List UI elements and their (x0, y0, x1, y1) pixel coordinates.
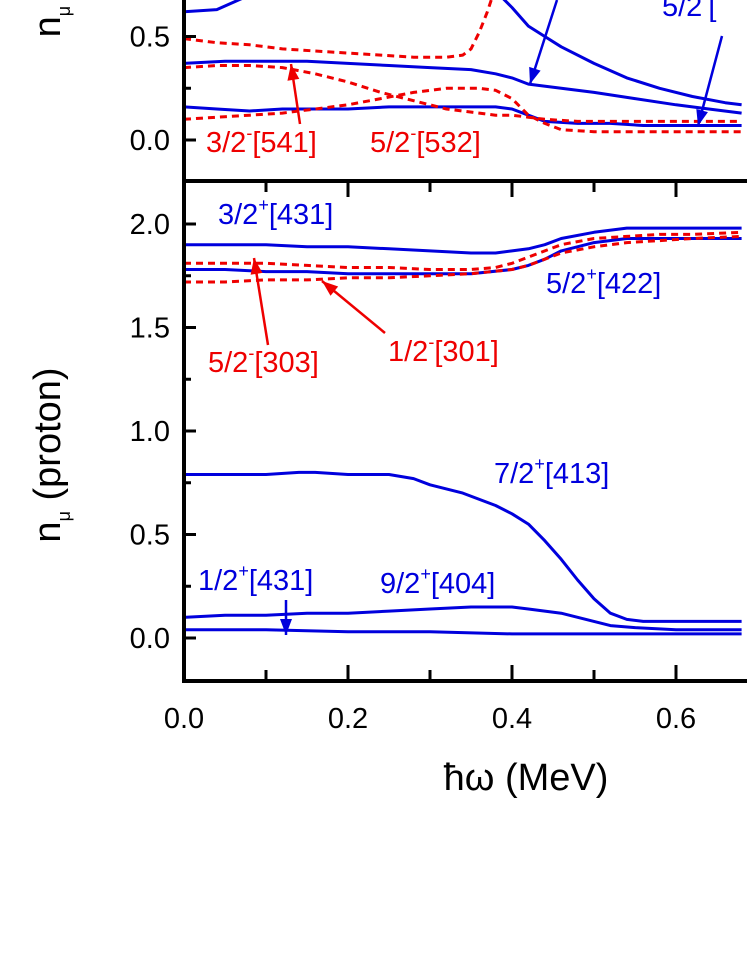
orbital-label-part: [303] (254, 347, 319, 379)
lower-y-tick-label: 0.5 (130, 520, 170, 552)
axis-title-part: μ (54, 511, 74, 521)
upper-solid-series-2 (186, 59, 742, 115)
orbital-label-part: [ (708, 0, 716, 23)
x-tick-label: 0.0 (164, 703, 204, 735)
arrow-head (322, 281, 339, 296)
orbital-label: 5/2+[422] (546, 264, 661, 300)
orbital-label-part: [301] (434, 336, 499, 368)
orbital-label-part: - (702, 0, 708, 7)
orbital-label: 5/2-[ (662, 0, 716, 23)
axis-title-part: (proton) (27, 367, 69, 511)
arrow-3-2-541 (287, 63, 302, 125)
axis-title-part: ( (27, 0, 69, 6)
orbital-label-part: 1/2 (198, 565, 238, 597)
lower-y-tick-label: 1.5 (130, 313, 170, 345)
arrow-1-2-431 (280, 600, 292, 635)
orbital-label-part: 3/2 (218, 199, 258, 231)
x-axis-title: ħω (MeV) (444, 757, 609, 799)
orbital-label-part: [532] (416, 127, 481, 159)
orbital-label-part: 5/2 (370, 127, 410, 159)
lower-solid-series-5 (186, 470, 742, 623)
orbital-label-part: + (238, 561, 249, 581)
orbital-label-part: + (586, 264, 597, 284)
orbital-label-part: 5/2 (546, 268, 586, 300)
arrow-upper-blue-2 (696, 35, 724, 127)
lower-dashed-series-4 (186, 234, 742, 284)
upper-dashed-series-6 (186, 86, 742, 134)
orbital-label-part: [431] (249, 565, 314, 597)
arrow-head (280, 619, 292, 635)
orbital-label: 3/2-[541] (206, 123, 317, 159)
arrow-head (250, 258, 263, 275)
arrow-head (287, 64, 300, 81)
orbital-label: 3/2+[431] (218, 195, 333, 231)
orbital-label: 7/2+[413] (494, 454, 609, 490)
svg-text:nμ (proton): nμ (proton) (27, 367, 74, 542)
upper-y-axis-title: nμ ( (27, 0, 74, 37)
orbital-label-part: 5/2 (662, 0, 702, 23)
arrow-head (696, 108, 708, 126)
arrow-5-2-303 (250, 257, 270, 346)
svg-text:nμ (: nμ ( (27, 0, 74, 37)
orbital-label-part: - (248, 343, 254, 363)
upper-y-tick-label: 0.0 (130, 125, 170, 157)
orbital-label-part: 3/2 (206, 127, 246, 159)
orbital-label-part: + (258, 195, 269, 215)
orbital-label-part: - (428, 332, 434, 352)
upper-solid-series-1 (186, 0, 742, 107)
arrow-upper-blue-1 (528, 0, 559, 85)
lower-y-tick-label: 1.0 (130, 416, 170, 448)
orbital-label-part: 7/2 (494, 458, 534, 490)
lower-solid-series-7 (186, 628, 742, 636)
lower-y-tick-label: 0.0 (130, 623, 170, 655)
lower-y-tick-label: 2.0 (130, 209, 170, 241)
orbital-label-part: 9/2 (380, 568, 420, 600)
axis-title-part: n (27, 521, 69, 542)
orbital-label-part: [431] (269, 199, 334, 231)
orbital-label-part: [404] (431, 568, 496, 600)
orbital-label-part: [413] (545, 458, 610, 490)
orbital-label-part: 1/2 (388, 336, 428, 368)
lower-y-axis-title: nμ (proton) (27, 367, 74, 542)
lower-solid-series-6 (186, 605, 742, 632)
orbital-label-part: + (534, 454, 545, 474)
axis-title-part: μ (54, 6, 74, 16)
orbital-label-part: [422] (597, 268, 662, 300)
orbital-label: 5/2-[532] (370, 123, 481, 159)
x-tick-label: 0.6 (656, 703, 696, 735)
upper-y-tick-label: 0.5 (130, 22, 170, 54)
orbital-label-part: - (410, 123, 416, 143)
orbital-label: 1/2+[431] (198, 561, 313, 597)
orbital-label-part: + (420, 564, 431, 584)
upper-solid-series-3 (186, 105, 742, 127)
orbital-label: 9/2+[404] (380, 564, 495, 600)
x-tick-label: 0.4 (492, 703, 532, 735)
orbital-label-part: [541] (252, 127, 317, 159)
axis-title-part: n (27, 16, 69, 37)
arrow-1-2-301 (321, 280, 386, 334)
arrow-head (529, 66, 541, 84)
orbital-label: 5/2-[303] (208, 343, 319, 379)
upper-dashed-series-4 (186, 0, 493, 59)
orbital-label: 1/2-[301] (388, 332, 499, 368)
orbital-label-part: - (246, 123, 252, 143)
orbital-label-part: 5/2 (208, 347, 248, 379)
x-tick-label: 0.2 (328, 703, 368, 735)
lower-solid-series-1 (186, 226, 742, 255)
upper-dashed-series-5 (186, 64, 742, 123)
